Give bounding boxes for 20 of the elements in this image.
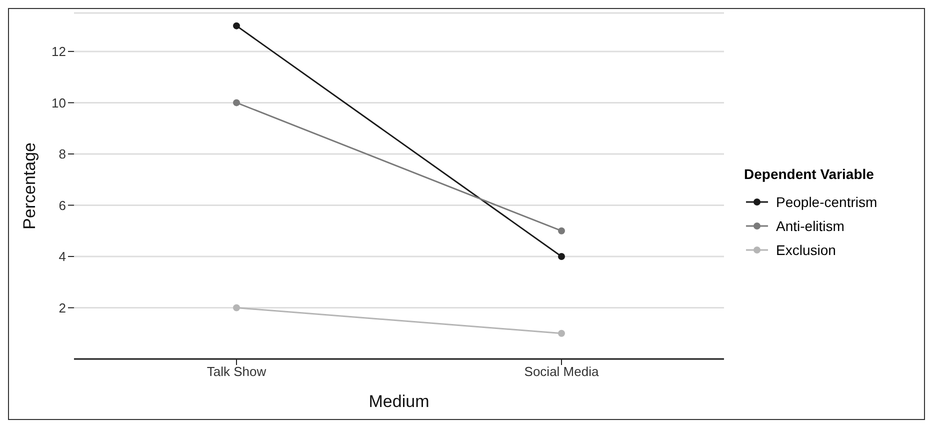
y-tick-label: 6 [58,198,66,213]
y-tick-label: 4 [58,249,66,264]
point [233,22,240,30]
legend-label: Anti-elitism [776,218,844,234]
y-tick-label: 12 [52,44,66,60]
legend-label: Exclusion [776,242,836,258]
point [558,330,565,337]
x-tick-label: Talk Show [206,364,267,380]
legend-label: People-centrism [776,194,878,210]
y-tick-label: 8 [58,146,66,162]
y-axis-title: Percentage [20,142,40,230]
x-axis-title: Medium [368,392,430,411]
y-tick-label: 2 [58,300,66,316]
point [233,304,240,312]
point [558,227,565,234]
point [233,99,240,106]
point [558,252,565,260]
legend-title: Dependent Variable [744,166,875,182]
y-tick-label: 10 [52,95,66,110]
x-tick-label: Social Media [524,364,600,380]
